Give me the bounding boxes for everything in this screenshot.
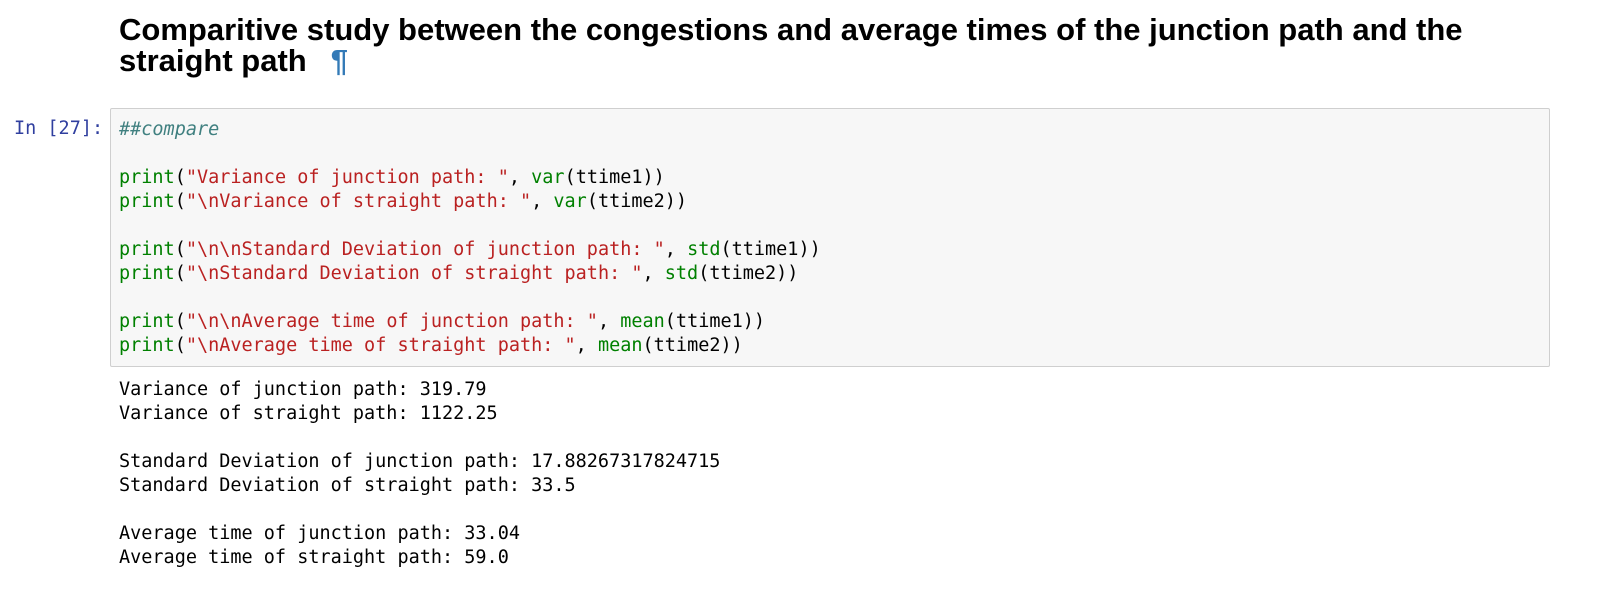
code-token: (ttime1)) [664,311,766,332]
code-line: print("\nStandard Deviation of straight … [119,262,1549,286]
code-token: std [687,239,721,260]
heading: Comparitive study between the congestion… [119,14,1539,76]
code-token: print [119,311,175,332]
code-token: (ttime2)) [586,191,688,212]
code-token: ( [174,167,186,188]
code-token: "\nStandard Deviation of straight path: … [185,263,643,284]
code-token: var [553,191,587,212]
output-line: Standard Deviation of junction path: 17.… [119,451,721,472]
code-token: (ttime2)) [698,263,799,284]
cell-prompt: In [27]: [14,118,104,139]
code-token: (ttime2)) [642,335,743,356]
code-token: (ttime1)) [564,167,665,188]
code-token: mean [620,311,665,332]
code-token: , [508,167,532,188]
code-line: print("\nAverage time of straight path: … [119,334,1549,358]
cell-output: Variance of junction path: 319.79 Varianc… [119,378,720,570]
code-token: "Variance of junction path: " [185,167,509,188]
output-line: Variance of straight path: 1122.25 [119,403,498,424]
output-block: Standard Deviation of junction path: 17.… [119,450,720,498]
code-token: ( [174,311,186,332]
code-token: ##compare [119,119,220,140]
code-token: print [119,263,175,284]
code-token: , [642,263,665,284]
code-token: (ttime1)) [720,239,821,260]
code-token: "\nVariance of straight path: " [185,191,532,212]
output-line: Average time of junction path: 33.04 [119,523,520,544]
code-token: var [531,167,565,188]
code-token: std [664,263,699,284]
code-token: ( [174,239,186,260]
code-cell[interactable]: ##compare print("Variance of junction pat… [110,108,1550,367]
code-block: ##compare [119,118,1549,142]
code-token: print [119,239,175,260]
code-block: print("Variance of junction path: ", var… [119,166,1549,214]
code-token: "\n\nStandard Deviation of junction path… [185,239,665,260]
code-token: , [664,239,688,260]
output-line: Standard Deviation of straight path: 33.… [119,475,576,496]
code-token: , [597,311,621,332]
heading-title: Comparitive study between the congestion… [119,12,1463,78]
code-token: , [531,191,554,212]
code-token: print [119,191,175,212]
code-token: print [119,167,175,188]
code-block: print("\n\nStandard Deviation of junctio… [119,238,1549,286]
code-token: print [119,335,175,356]
code-line: print("\n\nStandard Deviation of junctio… [119,238,1549,262]
output-block: Variance of junction path: 319.79 Varianc… [119,378,720,426]
code-line: print("Variance of junction path: ", var… [119,166,1549,190]
output-line: Average time of straight path: 59.0 [119,547,509,568]
code-line: print("\nVariance of straight path: ", v… [119,190,1549,214]
code-token: mean [597,335,643,356]
code-block: print("\n\nAverage time of junction path… [119,310,1549,358]
code-line: print("\n\nAverage time of junction path… [119,310,1549,334]
code-token: ( [174,263,186,284]
heading-anchor[interactable]: ¶ [330,43,348,78]
output-block: Average time of junction path: 33.04 Aver… [119,522,720,570]
code-line: ##compare [119,118,1549,142]
code-token: "\n\nAverage time of junction path: " [185,311,598,332]
code-token: ( [174,335,186,356]
code-token: ( [174,191,186,212]
code-token: "\nAverage time of straight path: " [185,335,576,356]
code-token: , [575,335,598,356]
output-line: Variance of junction path: 319.79 [119,379,487,400]
